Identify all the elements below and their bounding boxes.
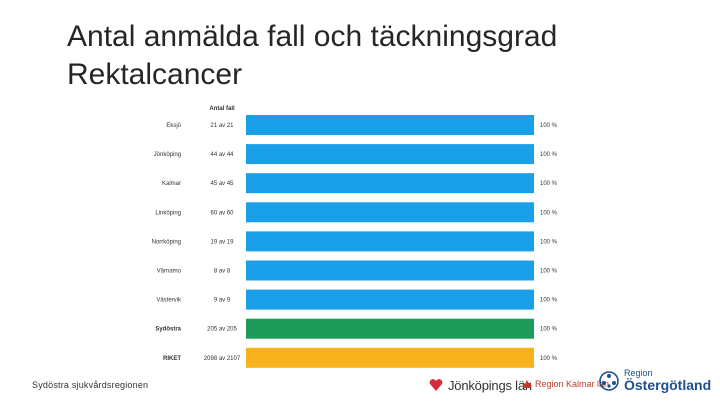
value-label-8: 100 % [540, 356, 558, 362]
bar-5 [246, 260, 534, 281]
title-line-2: Rektalcancer [67, 58, 243, 91]
bar-7 [246, 318, 534, 339]
value-label-0: 100 % [540, 123, 558, 129]
category-label-0: Eksjö [166, 123, 181, 129]
bar-8 [246, 347, 534, 368]
category-label-5: Värnamo [157, 269, 182, 275]
chart-header-antal-fall: Antal fall [209, 106, 235, 112]
logo-ostergotland-small-text: Region [624, 368, 653, 378]
bar-0 [246, 115, 534, 135]
ostergotland-emblem-icon [599, 370, 619, 391]
footer-region-text: Sydöstra sjukvårdsregionen [32, 380, 149, 390]
count-label-4: 19 av 19 [210, 239, 234, 245]
bar-1 [246, 144, 534, 165]
category-label-8: RIKET [163, 356, 181, 362]
title-line-1: Antal anmälda fall och täckningsgrad [67, 20, 558, 53]
count-label-5: 8 av 8 [214, 269, 231, 275]
value-label-3: 100 % [540, 210, 558, 216]
value-label-2: 100 % [540, 181, 558, 187]
value-label-7: 100 % [540, 327, 558, 333]
jonkoping-heart-icon [429, 379, 443, 391]
category-label-2: Kalmar [162, 181, 181, 187]
kalmar-crown-icon [523, 380, 531, 388]
value-label-6: 100 % [540, 298, 558, 304]
category-label-4: Norrköping [152, 239, 181, 245]
bar-4 [246, 231, 534, 252]
category-label-3: Linköping [155, 210, 181, 216]
count-label-0: 21 av 21 [210, 123, 234, 129]
category-label-7: Sydöstra [155, 327, 181, 333]
value-label-1: 100 % [540, 152, 558, 158]
category-label-1: Jönköping [154, 152, 181, 158]
value-label-5: 100 % [540, 269, 558, 275]
bar-2 [246, 173, 534, 194]
count-label-2: 45 av 45 [210, 181, 234, 187]
count-label-8: 2098 av 2107 [204, 356, 241, 362]
logo-region-kalmar-lan: Region Kalmar län [522, 378, 609, 390]
logo-jonkopings-lan: Jönköpings län [428, 374, 532, 396]
bar-6 [246, 289, 534, 310]
logo-jonkoping-text: Jönköpings län [448, 377, 532, 393]
logo-kalmar-text: Region Kalmar län [535, 379, 610, 389]
count-label-6: 9 av 9 [214, 298, 231, 304]
slide-title: Antal anmälda fall och täckningsgrad Rek… [67, 18, 687, 94]
bar-3 [246, 202, 534, 223]
count-label-3: 60 av 60 [210, 210, 234, 216]
count-label-7: 205 av 205 [207, 327, 237, 333]
logo-ostergotland-big-text: Östergötland [624, 377, 712, 393]
category-label-6: Västervik [156, 298, 182, 304]
value-label-4: 100 % [540, 239, 558, 245]
count-label-1: 44 av 44 [210, 152, 234, 158]
logo-region-ostergotland: Region Östergötland [598, 368, 711, 393]
